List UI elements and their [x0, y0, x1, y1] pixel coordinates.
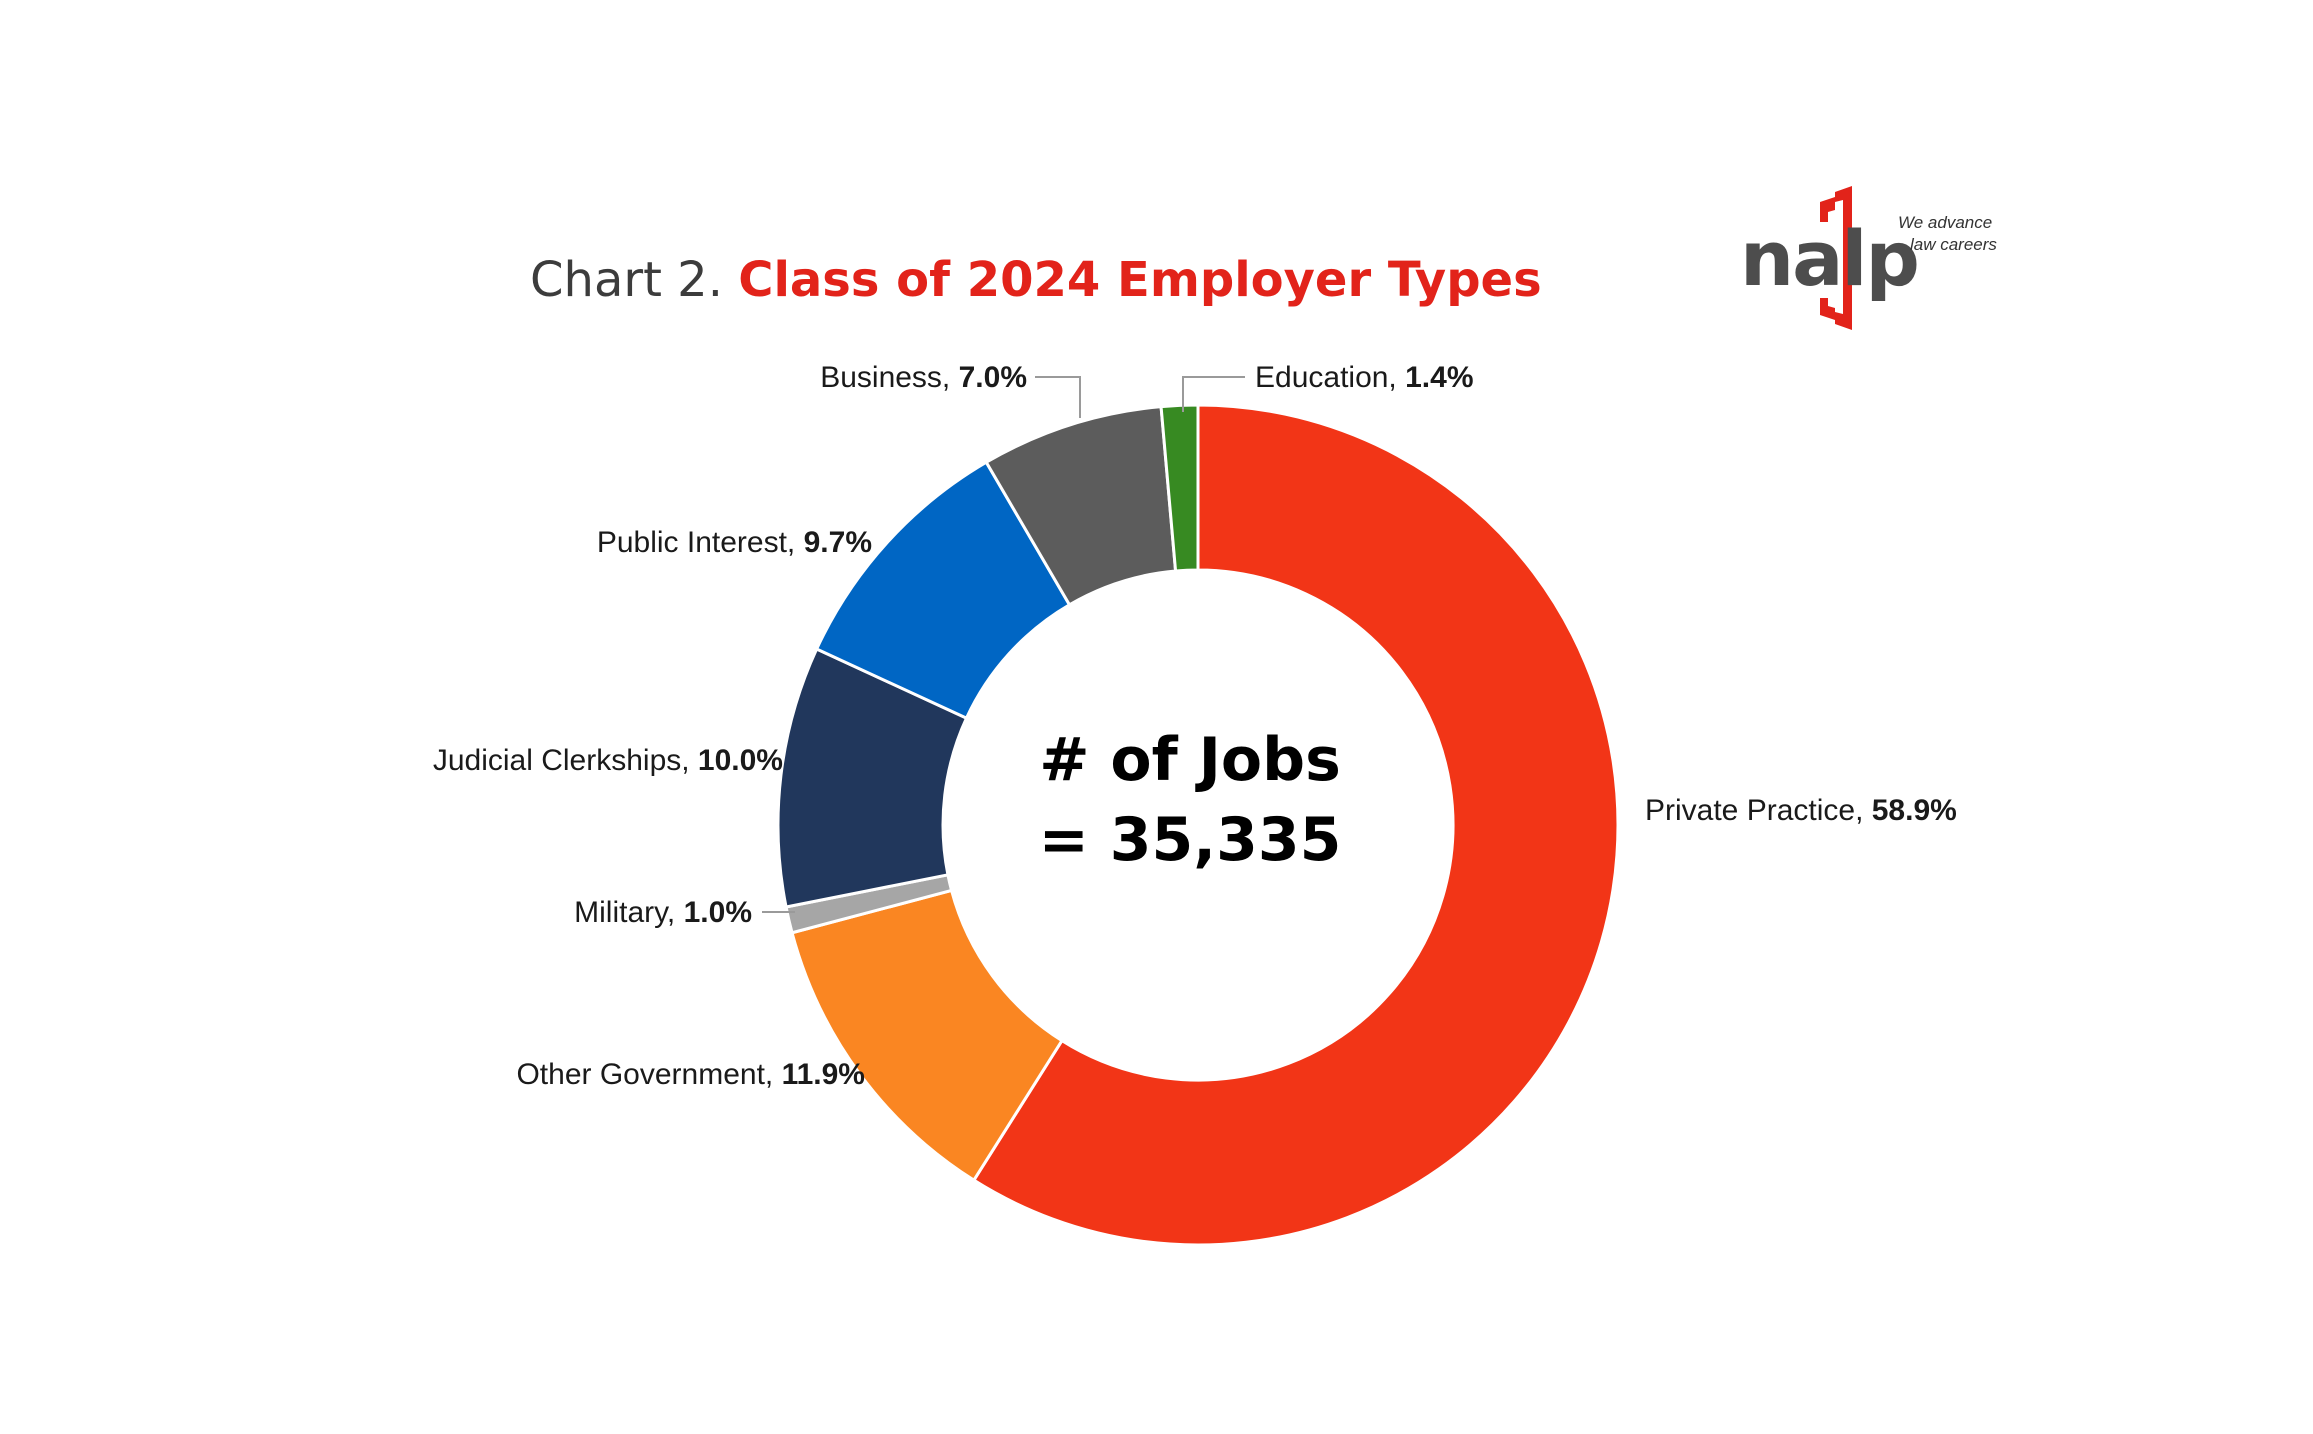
slice-label-education: Education, 1.4% — [1255, 361, 1474, 394]
slice-label-value: 10.0% — [698, 744, 783, 777]
slice-label-private-practice: Private Practice, 58.9% — [1645, 794, 1957, 827]
nalp-logo-bracket-icon — [1835, 186, 1852, 330]
slice-label-value: 11.9% — [782, 1058, 865, 1091]
slice-label-military: Military, 1.0% — [574, 896, 752, 929]
donut-slice-education — [1159, 403, 1200, 573]
chart-title-main: Class of 2024 Employer Types — [738, 252, 1542, 308]
leader-line-business — [1035, 376, 1081, 418]
slice-label-value: 58.9% — [1872, 794, 1957, 827]
leader-lines — [762, 376, 1245, 913]
nalp-logo-tagline-1: We advance — [1898, 213, 1992, 232]
slice-label-value: 9.7% — [804, 526, 872, 559]
center-label-line2: = 35,335 — [1039, 805, 1342, 875]
chart-title: Chart 2. Class of 2024 Employer Types — [530, 250, 1542, 310]
slice-label-name: Judicial Clerkships, — [433, 744, 698, 777]
slice-label-public-interest: Public Interest, 9.7% — [597, 526, 872, 559]
slice-label-business: Business, 7.0% — [820, 361, 1027, 394]
donut-slice-private-practice — [971, 403, 1620, 1247]
slice-label-name: Military, — [574, 896, 683, 929]
slice-label-value: 1.4% — [1405, 361, 1473, 394]
leader-line-education — [1182, 376, 1245, 412]
slice-label-value: 1.0% — [684, 896, 752, 929]
slice-label-value: 7.0% — [959, 361, 1027, 394]
slice-label-name: Business, — [820, 361, 958, 394]
slice-labels: Private Practice, 58.9% Other Government,… — [433, 361, 1957, 1091]
slice-label-name: Private Practice, — [1645, 794, 1872, 827]
nalp-logo: nalp We advance law careers — [1740, 180, 2020, 340]
slice-label-name: Other Government, — [516, 1058, 781, 1091]
chart-title-prefix: Chart 2. — [530, 252, 723, 308]
slice-label-judicial-clerkships: Judicial Clerkships, 10.0% — [433, 744, 783, 777]
slice-label-name: Public Interest, — [597, 526, 804, 559]
nalp-logo-wordmark: nalp — [1740, 214, 1918, 303]
donut-slices — [776, 403, 1620, 1247]
nalp-logo-tagline-2: law careers — [1910, 235, 1997, 254]
slice-label-name: Education, — [1255, 361, 1405, 394]
slice-label-other-government: Other Government, 11.9% — [516, 1058, 865, 1091]
center-label-line1: # of Jobs — [1039, 725, 1341, 795]
